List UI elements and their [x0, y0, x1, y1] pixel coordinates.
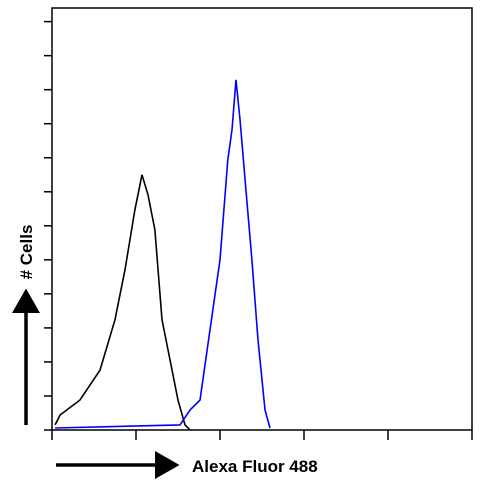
plot-frame — [51, 7, 473, 431]
x-axis-label: Alexa Fluor 488 — [192, 457, 318, 476]
histogram-line — [55, 79, 271, 429]
histogram-line — [54, 174, 191, 431]
y-axis-label: # Cells — [17, 225, 36, 280]
